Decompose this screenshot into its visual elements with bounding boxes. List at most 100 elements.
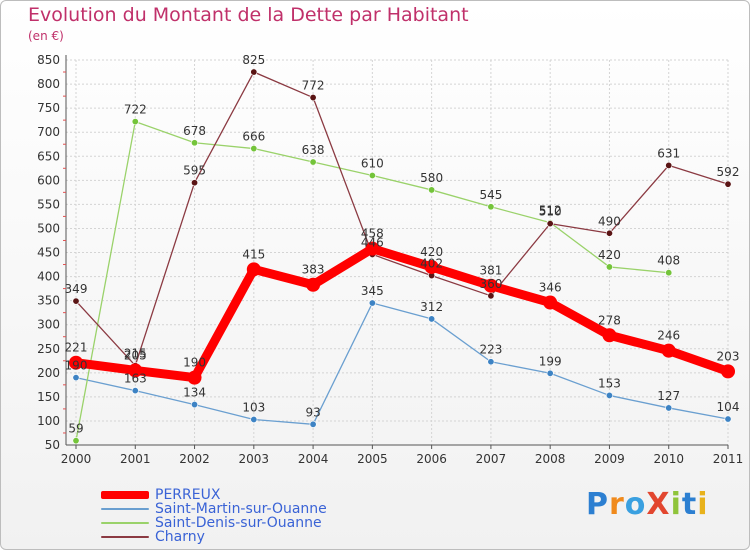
data-point-perreux — [187, 370, 202, 385]
data-point-saint-martin-sur-ouanne — [368, 299, 376, 307]
data-point-charny — [309, 94, 317, 102]
y-tick-label: 250 — [37, 342, 60, 356]
data-point-saint-martin-sur-ouanne — [487, 358, 495, 366]
data-point-charny — [72, 297, 80, 305]
data-label-charny: 772 — [302, 79, 325, 93]
logo-letter: r — [609, 487, 625, 522]
data-label-charny: 402 — [420, 257, 443, 271]
data-label-saint-denis-sur-ouanne: 59 — [68, 422, 83, 436]
data-label-saint-denis-sur-ouanne: 638 — [302, 143, 325, 157]
legend-label: Saint-Martin-sur-Ouanne — [155, 501, 327, 517]
series — [69, 68, 735, 445]
data-point-saint-denis-sur-ouanne — [131, 118, 139, 126]
data-point-perreux — [424, 259, 439, 274]
chart-unit: (en €) — [28, 29, 64, 43]
legend-item: PERREUX — [101, 487, 220, 503]
data-label-saint-denis-sur-ouanne: 666 — [242, 130, 265, 144]
data-point-charny — [250, 68, 258, 76]
data-point-perreux — [721, 364, 735, 379]
data-label-saint-martin-sur-ouanne: 199 — [539, 354, 562, 368]
data-point-saint-martin-sur-ouanne — [250, 415, 258, 423]
y-tick-label: 350 — [37, 294, 60, 308]
data-point-saint-denis-sur-ouanne — [368, 172, 376, 180]
data-label-perreux: 415 — [242, 247, 265, 261]
data-label-perreux: 383 — [302, 263, 325, 277]
chart-title: Evolution du Montant de la Dette par Hab… — [28, 4, 469, 26]
legend-item: Saint-Martin-sur-Ouanne — [101, 501, 327, 517]
y-tick-label: 50 — [45, 438, 60, 452]
x-tick-label: 2010 — [653, 452, 684, 466]
data-point-perreux — [306, 277, 321, 292]
data-point-charny — [724, 180, 732, 188]
data-point-saint-denis-sur-ouanne — [72, 437, 80, 445]
data-label-saint-denis-sur-ouanne: 408 — [657, 254, 680, 268]
legend-swatch — [101, 508, 149, 510]
data-point-perreux — [543, 295, 558, 310]
data-label-saint-martin-sur-ouanne: 345 — [361, 284, 384, 298]
y-tick-label: 700 — [37, 125, 60, 139]
data-point-saint-denis-sur-ouanne — [605, 263, 613, 271]
data-label-charny: 215 — [124, 347, 147, 361]
logo-letter: t — [681, 487, 698, 522]
data-point-charny — [191, 179, 199, 187]
series-line-saint-martin-sur-ouanne — [75, 302, 729, 425]
data-label-perreux: 190 — [183, 356, 206, 370]
data-point-saint-martin-sur-ouanne — [546, 369, 554, 377]
x-tick-label: 2008 — [535, 452, 566, 466]
logo-letter: P — [586, 487, 609, 522]
data-label-perreux: 278 — [598, 313, 621, 327]
data-label-saint-martin-sur-ouanne: 134 — [183, 386, 206, 400]
data-point-perreux — [69, 355, 83, 370]
logo-letter: o — [624, 487, 647, 522]
data-label-saint-martin-sur-ouanne: 104 — [717, 400, 740, 414]
legend-swatch — [101, 536, 149, 538]
data-label-perreux: 205 — [124, 348, 147, 362]
data-label-saint-denis-sur-ouanne: 678 — [183, 124, 206, 138]
logo-letter: X — [646, 487, 671, 522]
x-tick-label: 2009 — [594, 452, 625, 466]
y-tick-label: 400 — [37, 270, 60, 284]
data-point-saint-martin-sur-ouanne — [428, 315, 436, 323]
legend-item: Saint-Denis-sur-Ouanne — [101, 515, 322, 531]
y-tick-label: 750 — [37, 101, 60, 115]
data-point-saint-denis-sur-ouanne — [487, 203, 495, 211]
data-point-perreux — [661, 343, 676, 358]
data-label-perreux: 420 — [420, 245, 443, 259]
data-point-saint-denis-sur-ouanne — [428, 186, 436, 194]
y-tick-label: 600 — [37, 173, 60, 187]
data-label-saint-denis-sur-ouanne: 512 — [539, 204, 562, 218]
y-tick-label: 650 — [37, 149, 60, 163]
data-label-charny: 595 — [183, 164, 206, 178]
data-point-saint-denis-sur-ouanne — [250, 145, 258, 153]
legend-label: PERREUX — [155, 487, 221, 503]
data-point-perreux — [483, 278, 498, 293]
y-tick-label: 100 — [37, 414, 60, 428]
data-label-charny: 446 — [361, 235, 384, 249]
x-tick-label: 2006 — [416, 452, 447, 466]
legend-swatch — [101, 522, 149, 524]
data-label-saint-martin-sur-ouanne: 127 — [657, 389, 680, 403]
logo-letter: i — [670, 487, 682, 522]
data-point-saint-denis-sur-ouanne — [309, 158, 317, 166]
data-point-charny — [487, 292, 495, 300]
proxiti-logo: ProXiti — [586, 487, 709, 522]
x-tick-label: 2002 — [179, 452, 210, 466]
y-tick-label: 450 — [37, 246, 60, 260]
data-point-saint-denis-sur-ouanne — [665, 269, 673, 277]
x-tick-label: 2007 — [476, 452, 507, 466]
x-tick-label: 2011 — [713, 452, 744, 466]
data-label-perreux: 458 — [361, 227, 384, 241]
data-point-perreux — [602, 328, 617, 343]
data-point-saint-martin-sur-ouanne — [309, 420, 317, 428]
data-label-saint-martin-sur-ouanne: 153 — [598, 376, 621, 390]
logo-letter: i — [697, 487, 709, 522]
data-label-saint-denis-sur-ouanne: 545 — [479, 188, 502, 202]
data-point-charny — [605, 229, 613, 237]
data-label-charny: 349 — [65, 282, 88, 296]
data-label-saint-denis-sur-ouanne: 580 — [420, 171, 443, 185]
data-label-saint-denis-sur-ouanne: 420 — [598, 248, 621, 262]
x-tick-label: 2000 — [61, 452, 92, 466]
data-point-saint-martin-sur-ouanne — [724, 415, 732, 423]
data-label-saint-martin-sur-ouanne: 190 — [65, 359, 88, 373]
